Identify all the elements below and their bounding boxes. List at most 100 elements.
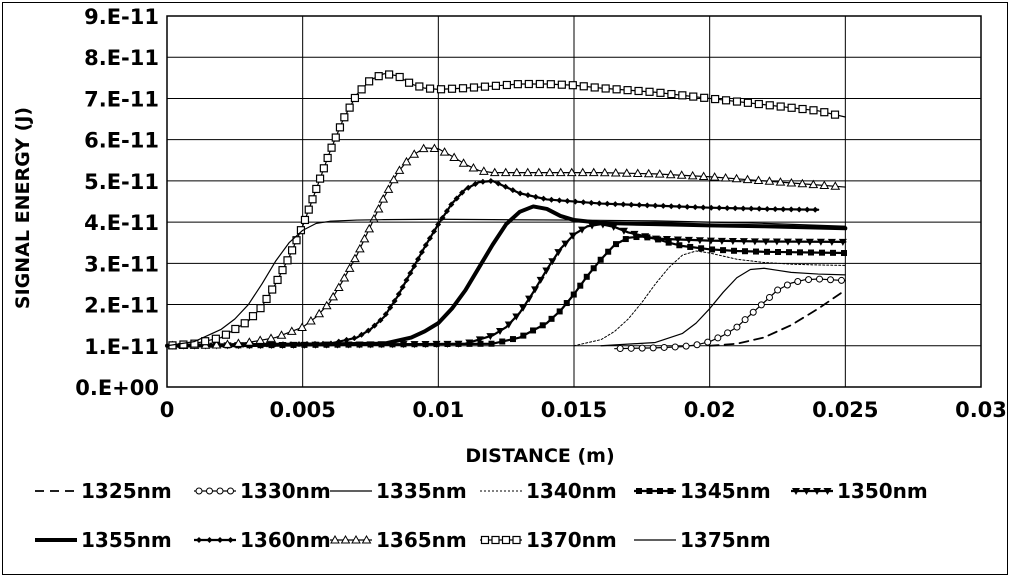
series-1330nm: [614, 275, 846, 353]
series-marker-1370nm: [231, 324, 240, 334]
series-marker-1370nm: [190, 339, 199, 348]
series-line-1365nm: [166, 147, 846, 347]
series-marker-1365nm: [350, 253, 360, 263]
series-marker-1365nm: [333, 282, 344, 291]
series-marker-1365nm: [359, 233, 370, 243]
legend-marker: [667, 488, 674, 494]
series-marker-1360nm: [620, 201, 627, 208]
series-marker-1360nm: [716, 204, 723, 211]
y-tick-label: 8.E-11: [84, 46, 159, 70]
series-marker-1370nm: [667, 89, 676, 99]
series-marker-1330nm: [794, 277, 802, 285]
series-marker-1360nm: [740, 205, 747, 212]
series-marker-1330nm: [757, 301, 765, 309]
series-marker-1370nm: [798, 104, 807, 114]
series-marker-1330nm: [741, 316, 749, 324]
series-marker-1370nm: [491, 81, 501, 90]
series-marker-1370nm: [278, 266, 287, 275]
series-marker-1345nm: [763, 248, 770, 255]
series-marker-1370nm: [312, 184, 321, 194]
series-marker-1350nm: [651, 235, 660, 243]
series-1355nm: [165, 204, 848, 348]
series-marker-1345nm: [570, 291, 577, 298]
series-marker-1350nm: [512, 313, 521, 321]
series-marker-1370nm: [634, 86, 643, 96]
series-marker-1365nm: [364, 223, 375, 233]
series-marker-1370nm: [721, 96, 731, 105]
x-tick-label: 0: [160, 398, 175, 422]
series-marker-1365nm: [468, 163, 479, 172]
series-marker-1350nm: [531, 286, 540, 294]
legend-label: 1365nm: [376, 528, 467, 552]
series-marker-1360nm: [724, 205, 731, 212]
legend-item-1335nm: 1335nm: [330, 479, 467, 503]
series-marker-1370nm: [300, 215, 310, 225]
series-marker-1370nm: [335, 123, 345, 132]
series-marker-1365nm: [244, 337, 255, 346]
series-marker-1365nm: [555, 167, 566, 177]
series-marker-1370nm: [820, 108, 829, 117]
series-marker-1350nm: [410, 341, 419, 349]
series-marker-1350nm: [554, 249, 563, 257]
series-marker-1370nm: [546, 80, 555, 89]
legend-marker: [512, 535, 521, 545]
series-marker-1360nm: [335, 338, 342, 345]
series-marker-1360nm: [732, 205, 739, 212]
series-marker-1365nm: [599, 167, 610, 177]
series-marker-1350nm: [662, 236, 671, 244]
series-marker-1330nm: [704, 338, 712, 346]
series-marker-1360nm: [556, 197, 563, 204]
series-marker-1360nm: [612, 201, 619, 208]
series-marker-1330nm: [765, 293, 773, 301]
legend-marker: [480, 535, 490, 545]
series-marker-1370nm: [350, 93, 360, 103]
x-axis-tick-labels: 0 0.005 0.01 0.015 0.02 0.025 0.03: [160, 398, 1007, 422]
series-marker-1365nm: [378, 194, 389, 203]
series-marker-1370nm: [404, 78, 414, 87]
series-marker-1360nm: [796, 206, 803, 213]
series-marker-1370nm: [612, 85, 621, 94]
series-marker-1360nm: [271, 341, 278, 348]
series-marker-1330nm: [826, 276, 834, 284]
series-marker-1345nm: [597, 256, 604, 263]
legend-item-1370nm: 1370nm: [480, 528, 617, 552]
series-marker-1360nm: [371, 322, 378, 329]
series-marker-1365nm: [344, 263, 355, 272]
series-marker-1370nm: [469, 83, 479, 92]
series-1365nm: [166, 143, 846, 350]
series-marker-1370nm: [201, 337, 210, 346]
series-marker-1370nm: [319, 164, 328, 173]
plot-area-border: [166, 15, 982, 388]
x-tick-label: 0.01: [412, 398, 464, 422]
series-marker-1365nm: [643, 168, 654, 178]
legend-marker: [813, 488, 821, 495]
series-marker-1365nm: [632, 168, 643, 177]
legend-marker: [227, 537, 234, 543]
series-marker-1345nm: [556, 308, 563, 315]
series-marker-1365nm: [211, 340, 222, 349]
legend-label: 1360nm: [240, 528, 331, 552]
series-marker-1345nm: [530, 327, 537, 334]
series-marker-1360nm: [548, 196, 555, 203]
series-marker-1370nm: [308, 195, 317, 204]
series-marker-1365nm: [665, 169, 676, 179]
series-marker-1350nm: [695, 237, 704, 245]
series-marker-1350nm: [568, 232, 577, 240]
series-marker-1350nm: [684, 236, 693, 244]
series-marker-1360nm: [748, 205, 755, 212]
series-marker-1370nm: [357, 85, 366, 94]
series-marker-1370nm: [480, 82, 490, 91]
series-marker-1365nm: [797, 178, 808, 188]
series-marker-1365nm: [306, 315, 316, 325]
series-marker-1370nm: [743, 98, 753, 107]
series-marker-1350nm: [761, 238, 770, 246]
series-marker-1330nm: [805, 276, 813, 284]
series-marker-1370nm: [645, 87, 654, 96]
x-tick-label: 0.025: [812, 398, 878, 422]
series-1375nm: [166, 218, 846, 347]
series-marker-1345nm: [548, 315, 555, 322]
series-marker-1345nm: [499, 338, 506, 345]
series-marker-1350nm: [475, 336, 484, 344]
series-marker-1360nm: [652, 202, 659, 209]
series-marker-1345nm: [774, 249, 781, 256]
